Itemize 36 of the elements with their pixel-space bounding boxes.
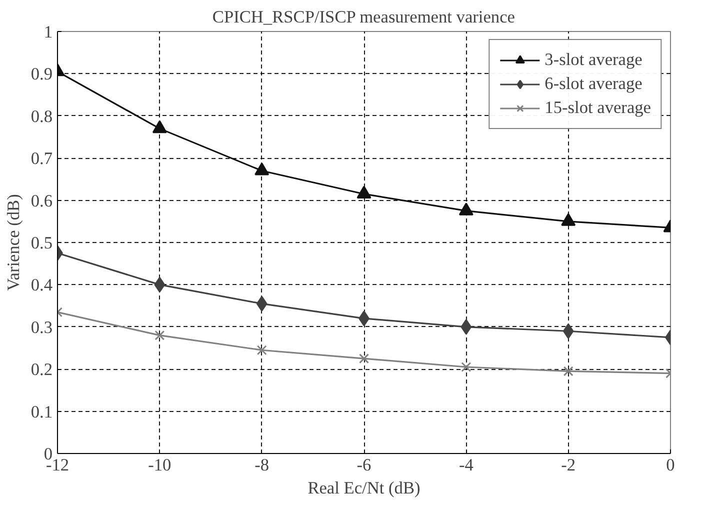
y-tick-label: 0.4 (30, 276, 53, 295)
x-tick-label: -4 (458, 456, 474, 474)
point (254, 162, 270, 176)
x-tick-label: 0 (666, 456, 675, 474)
point (154, 276, 166, 292)
y-tick-label: 0.5 (30, 234, 53, 252)
y-tick-label: 0.6 (30, 191, 53, 210)
y-tick-label: 0.8 (30, 106, 53, 126)
y-tick-label: 1 (44, 22, 53, 42)
legend-label: 3-slot average (544, 50, 642, 70)
x-tick-label: -6 (356, 456, 372, 474)
y-tick-label: 0.1 (30, 402, 53, 422)
legend-label: 6-slot average (544, 74, 642, 94)
legend-label: 15-slot average (544, 98, 651, 118)
x-axis-title: Real Ec/Nt (dB) (308, 478, 421, 498)
x-tick-label: -8 (254, 456, 270, 474)
point (460, 319, 472, 335)
point (152, 120, 167, 134)
y-tick-label: 0.2 (30, 360, 53, 380)
y-axis-title: Varience (dB) (4, 194, 23, 291)
x-tick-label: -10 (148, 456, 172, 474)
point (562, 323, 574, 339)
y-tick-label: 0.7 (30, 149, 53, 168)
point (561, 213, 576, 226)
point (563, 366, 574, 376)
point (458, 202, 474, 216)
x-tick-label: -2 (561, 456, 576, 474)
point (356, 186, 372, 198)
point (256, 296, 268, 312)
y-tick-label: 0.3 (30, 318, 53, 337)
point (256, 345, 267, 356)
chart-title: CPICH_RSCP/ISCP measurement varience (212, 8, 516, 26)
y-tick-label: 0.9 (30, 64, 53, 84)
point (461, 362, 472, 372)
point (359, 354, 369, 364)
point (154, 330, 165, 340)
